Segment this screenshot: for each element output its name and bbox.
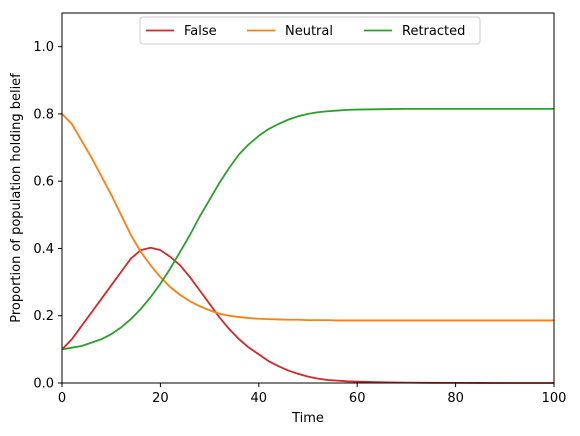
legend: False Neutral Retracted bbox=[140, 17, 480, 44]
y-tick-label: 0.8 bbox=[33, 107, 54, 122]
series-line-false bbox=[62, 248, 554, 383]
y-tick-label: 0.6 bbox=[33, 175, 54, 190]
y-tick-label: 0.4 bbox=[33, 242, 54, 257]
x-tick-label: 100 bbox=[542, 391, 567, 406]
y-axis-label: Proportion of population holding belief bbox=[9, 73, 24, 323]
legend-label-retracted: Retracted bbox=[402, 24, 465, 39]
x-tick-label: 20 bbox=[152, 391, 169, 406]
x-tick-label: 0 bbox=[58, 391, 66, 406]
y-axis-ticks: 0.0 0.2 0.4 0.6 0.8 1.0 bbox=[33, 40, 62, 391]
x-tick-label: 80 bbox=[447, 391, 464, 406]
y-tick-label: 0.2 bbox=[33, 309, 54, 324]
series-line-retracted bbox=[62, 109, 554, 349]
y-tick-label: 1.0 bbox=[33, 40, 54, 55]
plot-frame bbox=[62, 13, 554, 383]
y-tick-label: 0.0 bbox=[33, 377, 54, 392]
legend-label-false: False bbox=[184, 24, 217, 39]
x-tick-label: 40 bbox=[251, 391, 268, 406]
x-axis-label: Time bbox=[291, 411, 324, 426]
legend-label-neutral: Neutral bbox=[285, 24, 333, 39]
x-axis-ticks: 0 20 40 60 80 100 bbox=[58, 383, 567, 406]
series-lines bbox=[62, 109, 554, 383]
x-tick-label: 60 bbox=[349, 391, 366, 406]
series-line-neutral bbox=[62, 114, 554, 321]
